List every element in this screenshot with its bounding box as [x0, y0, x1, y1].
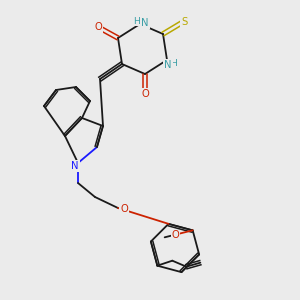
- Text: H: H: [134, 16, 140, 26]
- Text: O: O: [172, 230, 180, 240]
- Text: N: N: [141, 18, 149, 28]
- Text: N: N: [71, 161, 79, 171]
- Text: S: S: [181, 17, 187, 27]
- Text: N: N: [164, 60, 172, 70]
- Text: H: H: [171, 58, 177, 68]
- Text: O: O: [120, 204, 128, 214]
- Text: O: O: [94, 22, 102, 32]
- Text: O: O: [141, 89, 149, 99]
